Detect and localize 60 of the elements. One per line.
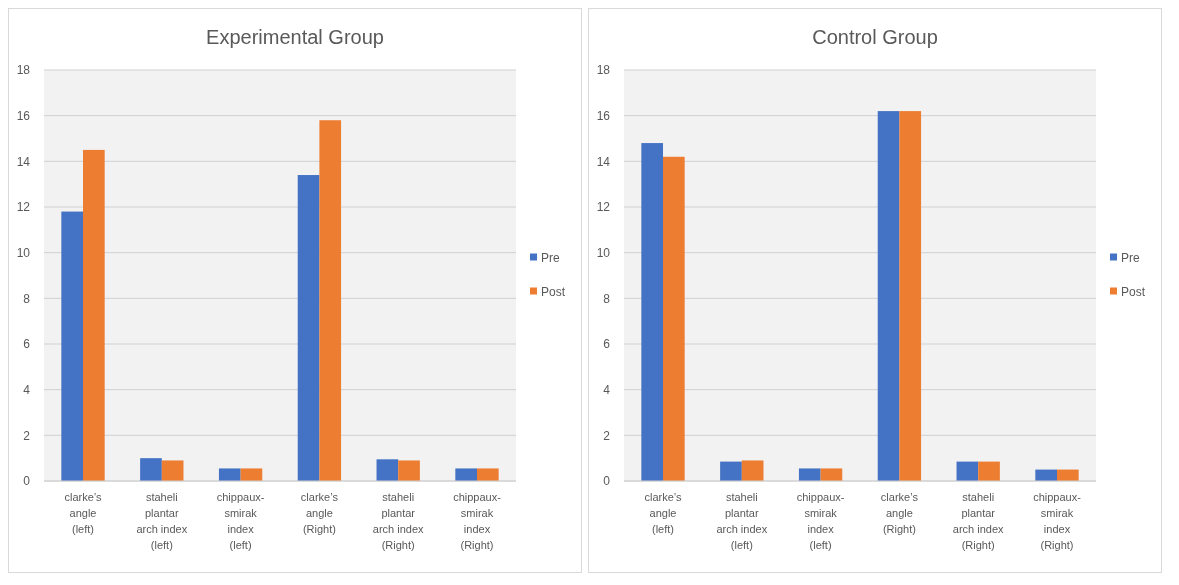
bar — [899, 111, 922, 481]
y-tick-label: 14 — [596, 154, 611, 169]
x-tick-label: clarke’s angle (left) — [644, 491, 683, 535]
x-tick-label: staheli plantar arch index (left) — [136, 491, 188, 551]
bar — [663, 156, 685, 481]
bar — [140, 458, 162, 481]
x-tick-label: chippaux- smirak index (left) — [796, 491, 845, 551]
bar — [820, 468, 843, 481]
y-tick-label: 10 — [16, 245, 31, 260]
legend-label: Pre — [541, 250, 560, 265]
y-tick-label: 16 — [16, 108, 31, 123]
chart-title: Control Group — [812, 26, 938, 48]
y-tick-label: 16 — [596, 108, 611, 123]
x-tick-label: clarke’s angle (left) — [64, 491, 103, 535]
y-tick-label: 2 — [23, 428, 31, 443]
y-tick-label: 2 — [603, 428, 611, 443]
bar — [161, 460, 184, 481]
y-tick-label: 12 — [596, 200, 611, 215]
bar — [83, 149, 105, 481]
x-tick-label: chippaux- smirak index (Right) — [1033, 491, 1082, 551]
chart-title: Experimental Group — [206, 26, 384, 48]
bar — [398, 460, 420, 481]
bar — [720, 461, 742, 481]
y-tick-label: 6 — [23, 337, 31, 352]
bar — [218, 468, 241, 481]
y-tick-label: 14 — [16, 154, 31, 169]
bar — [798, 468, 821, 481]
y-tick-label: 10 — [596, 245, 611, 260]
bar — [956, 461, 979, 481]
x-tick-label: staheli plantar arch index (Right) — [372, 491, 425, 551]
bar — [741, 460, 764, 481]
x-tick-label: clarke’s angle (Right) — [300, 491, 339, 535]
bar — [641, 143, 664, 481]
bar — [978, 461, 1000, 481]
legend-label: Post — [541, 284, 566, 299]
y-tick-label: 12 — [16, 200, 31, 215]
y-tick-label: 4 — [23, 382, 31, 397]
x-tick-label: clarke’s angle (Right) — [880, 491, 919, 535]
bar — [297, 175, 320, 481]
x-tick-label: chippaux- smirak index (left) — [216, 491, 265, 551]
y-tick-label: 6 — [603, 337, 611, 352]
x-tick-label: chippaux- smirak index (Right) — [453, 491, 502, 551]
y-tick-label: 4 — [603, 382, 611, 397]
bar — [376, 459, 399, 481]
x-tick-label: staheli plantar arch index (Right) — [952, 491, 1005, 551]
bar — [240, 468, 263, 481]
y-tick-label: 18 — [16, 63, 31, 78]
bar — [877, 111, 900, 481]
legend-label: Post — [1121, 284, 1146, 299]
legend-label: Pre — [1121, 250, 1140, 265]
y-tick-label: 8 — [23, 291, 31, 306]
y-tick-label: 0 — [23, 474, 31, 489]
y-tick-label: 18 — [596, 63, 611, 78]
bar — [455, 468, 477, 481]
bar — [477, 468, 499, 481]
bar — [61, 211, 84, 481]
x-tick-label: staheli plantar arch index (left) — [716, 491, 768, 551]
bar — [319, 120, 342, 481]
y-tick-label: 0 — [603, 474, 611, 489]
y-tick-label: 8 — [603, 291, 611, 306]
